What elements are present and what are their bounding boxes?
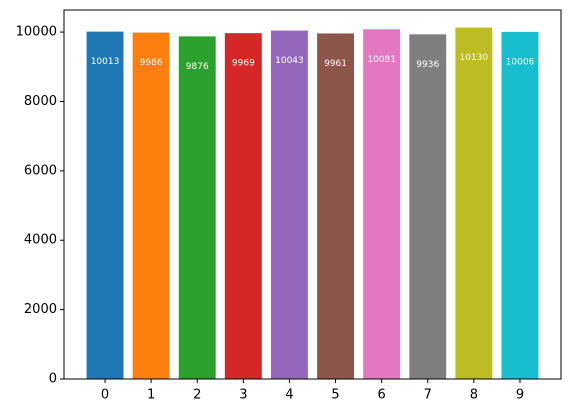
value-label: 10013 <box>91 57 120 67</box>
y-tick-label: 2000 <box>24 302 57 317</box>
bar <box>271 30 308 379</box>
value-label: 9961 <box>324 59 347 69</box>
x-tick-label: 1 <box>147 388 155 403</box>
value-label: 9876 <box>186 62 209 72</box>
plot-frame <box>63 9 562 380</box>
x-tick-label: 5 <box>331 388 339 403</box>
value-label: 9986 <box>140 58 163 68</box>
value-label: 10006 <box>506 57 535 67</box>
x-tick-label: 7 <box>424 388 432 403</box>
bar <box>501 31 539 379</box>
bar <box>455 27 493 379</box>
value-label: 10043 <box>275 56 304 66</box>
x-tick-label: 0 <box>101 388 109 403</box>
bar <box>409 34 447 380</box>
bar <box>178 36 216 379</box>
x-tick-label: 2 <box>193 388 201 403</box>
value-label: 10081 <box>367 55 396 65</box>
bar <box>132 32 170 380</box>
bar <box>363 29 401 379</box>
x-tick-label: 4 <box>285 388 293 403</box>
y-tick-label: 0 <box>49 372 57 387</box>
y-tick-label: 4000 <box>24 233 57 248</box>
y-tick-label: 10000 <box>16 25 57 40</box>
x-tick-label: 6 <box>378 388 386 403</box>
y-tick-label: 6000 <box>24 163 57 178</box>
bar <box>317 33 354 379</box>
value-label: 9936 <box>416 60 439 70</box>
bar <box>86 31 124 380</box>
x-tick-label: 3 <box>239 388 247 403</box>
value-label: 10130 <box>460 53 489 63</box>
x-tick-label: 8 <box>470 388 478 403</box>
x-tick-label: 9 <box>516 388 524 403</box>
bar <box>224 33 262 379</box>
value-label: 9969 <box>232 59 255 69</box>
y-tick-label: 8000 <box>24 94 57 109</box>
